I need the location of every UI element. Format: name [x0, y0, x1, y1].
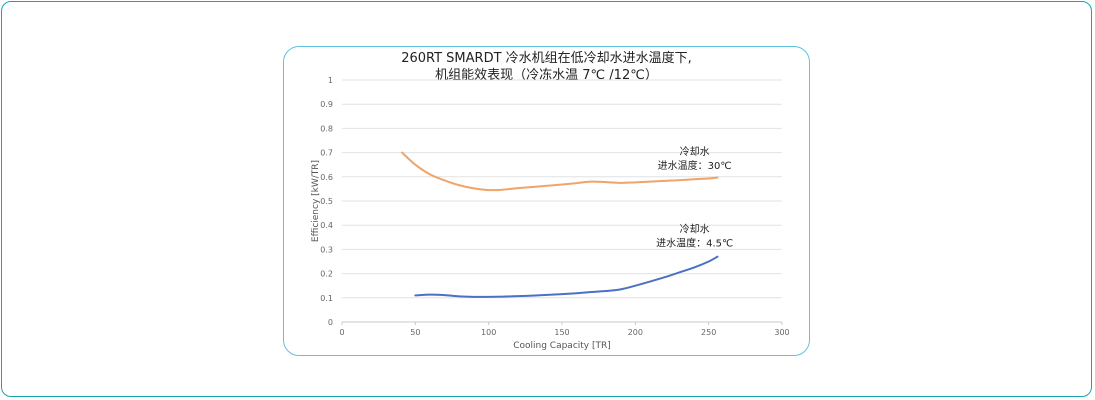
y-tick-label: 0.4 — [320, 221, 333, 230]
y-tick-label: 0.7 — [320, 149, 333, 158]
annotation-line-2: 进水温度：30℃ — [658, 159, 732, 172]
chart-title-line-2: 机组能效表现（冷冻水温 7℃ /12℃） — [435, 68, 658, 83]
y-tick-label: 0.2 — [320, 270, 333, 279]
series-line-1 — [401, 151, 719, 192]
x-axis-title: Cooling Capacity [TR] — [513, 341, 611, 351]
annotation-1: 冷却水进水温度：30℃ — [658, 145, 732, 172]
y-tick-label: 0.1 — [320, 294, 333, 303]
chart-title: 260RT SMARDT 冷水机组在低冷却水进水温度下, 机组能效表现（冷冻水温… — [283, 50, 810, 84]
y-tick-label: 0.5 — [320, 197, 333, 206]
axes — [341, 321, 783, 325]
y-tick-label: 0.6 — [320, 173, 333, 182]
y-tick-label: 0 — [328, 318, 333, 327]
x-tick-label: 150 — [554, 328, 569, 337]
series-line-2 — [414, 255, 719, 298]
x-tick-label: 50 — [410, 328, 420, 337]
y-axis-title: Efficiency [kW/TR] — [311, 160, 321, 242]
x-tick-label: 100 — [481, 328, 496, 337]
grid-lines — [342, 79, 782, 299]
tick-labels: 0 0.1 0.2 0.3 0.4 0.5 0.6 0.7 0.8 0.9 1 0 50 100 150 20… — [320, 76, 789, 337]
x-tick-label: 300 — [774, 328, 789, 337]
y-tick-label: 0.8 — [320, 124, 333, 133]
annotation-2: 冷却水进水温度：4.5℃ — [656, 222, 733, 249]
series-lines — [401, 151, 719, 298]
x-tick-label: 0 — [339, 328, 344, 337]
chart-title-line-1: 260RT SMARDT 冷水机组在低冷却水进水温度下, — [401, 51, 692, 66]
annotation-line-2: 进水温度：4.5℃ — [656, 236, 733, 249]
annotation-line-1: 冷却水 — [680, 222, 710, 235]
y-tick-label: 0.3 — [320, 245, 333, 254]
y-tick-label: 1 — [328, 76, 333, 85]
y-tick-label: 0.9 — [320, 100, 333, 109]
x-tick-label: 200 — [628, 328, 643, 337]
x-tick-label: 250 — [701, 328, 716, 337]
annotation-line-1: 冷却水 — [680, 145, 710, 158]
